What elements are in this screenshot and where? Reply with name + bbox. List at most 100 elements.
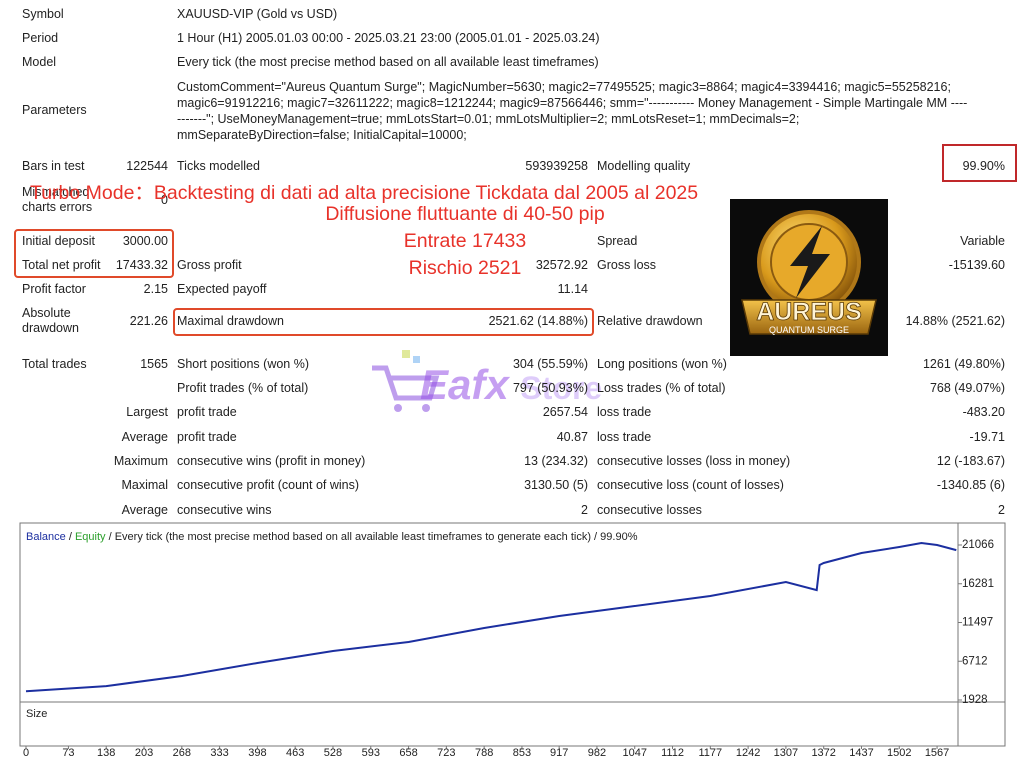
x-tick-label: 982 <box>588 747 606 759</box>
legend-entry: Equity <box>75 531 106 543</box>
stat-label: consecutive losses <box>597 502 702 517</box>
highlight-box <box>942 144 1017 182</box>
stat-value: 3000.00 <box>122 233 168 248</box>
legend-separator: / <box>109 531 113 543</box>
stat-value: 12 (-183.67) <box>936 453 1005 468</box>
x-tick-label: 917 <box>550 747 568 759</box>
x-tick-label: 658 <box>399 747 417 759</box>
parameter-line: mmSeparateByDirection=false; InitialCapi… <box>177 127 467 142</box>
x-tick-label: 1307 <box>774 747 798 759</box>
stat-label: Modelling quality <box>597 158 691 173</box>
x-tick-label: 138 <box>97 747 115 759</box>
stat-value: 797 (50.93%) <box>512 380 588 395</box>
stat-value: -15139.60 <box>948 257 1005 272</box>
stat-value: 2521.62 (14.88%) <box>488 313 588 328</box>
x-tick-label: 0 <box>23 747 29 759</box>
field-label: Model <box>22 54 57 69</box>
stat-value: -19.71 <box>969 429 1005 444</box>
stat-value: -1340.85 (6) <box>936 477 1005 492</box>
stat-value: Maximal <box>121 477 168 492</box>
stat-value: Maximum <box>113 453 168 468</box>
x-tick-label: 1112 <box>661 747 684 759</box>
stat-label: Short positions (won %) <box>177 356 310 371</box>
stat-value: 14.88% (2521.62) <box>905 313 1005 328</box>
field-value: Every tick (the most precise method base… <box>177 54 599 69</box>
x-tick-label: 593 <box>362 747 380 759</box>
stat-label: Profit factor <box>22 281 86 296</box>
x-tick-label: 1437 <box>849 747 873 759</box>
watermark-brand: Eafx <box>420 361 509 408</box>
stat-value: 11.14 <box>557 281 588 296</box>
stat-value: 2 <box>581 502 588 517</box>
stat-value: 40.87 <box>556 429 588 444</box>
chart-subtitle: Every tick (the most precise method base… <box>115 531 638 543</box>
stat-label: Maximal drawdown <box>177 313 284 328</box>
legend-entry: Balance <box>26 531 66 543</box>
logo-tagline: QUANTUM SURGE <box>769 325 849 335</box>
watermark-suffix: Store <box>520 370 603 406</box>
overlay-text: Diffusione fluttuante di 40-50 pip <box>325 203 605 225</box>
stat-value: 2657.54 <box>542 404 588 419</box>
stat-label: Relative drawdown <box>597 313 703 328</box>
x-tick-label: 203 <box>135 747 153 759</box>
stat-label: Total trades <box>22 356 87 371</box>
legend-separator: / <box>69 531 73 543</box>
stat-label: Mismatched charts errors <box>22 185 93 214</box>
parameter-line: -------"; UseMoneyManagement=true; mmLot… <box>177 111 800 126</box>
stat-value: 1261 (49.80%) <box>922 356 1005 371</box>
stat-label: Profit trades (% of total) <box>177 380 309 395</box>
highlight-box <box>173 308 594 336</box>
stat-value: 304 (55.59%) <box>512 356 588 371</box>
field-label: Symbol <box>22 6 64 21</box>
stat-value: 1565 <box>140 356 168 371</box>
stat-label: loss trade <box>597 404 652 419</box>
field-value: XAUUSD-VIP (Gold vs USD) <box>177 6 338 21</box>
y-tick-label: 1928 <box>962 694 988 706</box>
x-tick-label: 1242 <box>736 747 760 759</box>
stat-value: Average <box>121 502 168 517</box>
legend: Balance / Equity / Every tick (the most … <box>26 531 638 543</box>
y-tick-label: 11497 <box>962 617 993 629</box>
stat-value: 32572.92 <box>535 257 588 272</box>
stat-label: Expected payoff <box>177 281 267 296</box>
balance-line <box>25 541 957 693</box>
x-tick-label: 1372 <box>811 747 835 759</box>
stat-label: Initial deposit <box>22 233 95 248</box>
stat-label: consecutive profit (count of wins) <box>177 477 360 492</box>
overlay-text: Turbo Mode：Backtesting di dati ad alta p… <box>30 182 699 204</box>
stat-value: 13 (234.32) <box>524 453 588 468</box>
overlay-text: Rischio 2521 <box>408 257 522 279</box>
stat-label: consecutive losses (loss in money) <box>597 453 791 468</box>
stat-label: profit trade <box>177 429 237 444</box>
stat-label: Bars in test <box>22 158 85 173</box>
x-tick-label: 73 <box>62 747 74 759</box>
stat-label: Ticks modelled <box>177 158 260 173</box>
logo: AUREUS QUANTUM SURGE <box>730 199 888 356</box>
x-tick-label: 1567 <box>925 747 949 759</box>
x-tick-label: 1047 <box>622 747 646 759</box>
x-tick-label: 788 <box>475 747 493 759</box>
stat-label: Spread <box>597 233 638 248</box>
watermark: Eafx Store <box>420 361 602 409</box>
watermark-icon <box>372 350 440 412</box>
parameter-line: magic6=91912216; magic7=32611222; magic8… <box>177 95 968 110</box>
field-label: Period <box>22 30 59 45</box>
x-tick-label: 853 <box>513 747 531 759</box>
stat-value: 768 (49.07%) <box>929 380 1005 395</box>
size-label: Size <box>26 708 47 720</box>
stat-label: loss trade <box>597 429 652 444</box>
field-label: Parameters <box>22 102 87 117</box>
overlay-text: Entrate 17433 <box>403 230 527 252</box>
stat-label: consecutive wins (profit in money) <box>177 453 366 468</box>
stat-value: -483.20 <box>962 404 1005 419</box>
stat-value: Variable <box>960 233 1005 248</box>
stat-label: consecutive loss (count of losses) <box>597 477 784 492</box>
x-tick-label: 1177 <box>698 747 722 759</box>
x-tick-label: 528 <box>324 747 342 759</box>
stat-value: 2.15 <box>143 281 168 296</box>
stat-value: 17433.32 <box>115 257 168 272</box>
stat-value: 593939258 <box>525 158 588 173</box>
field-value: 1 Hour (H1) 2005.01.03 00:00 - 2025.03.2… <box>177 30 600 45</box>
stat-value: Largest <box>126 404 168 419</box>
